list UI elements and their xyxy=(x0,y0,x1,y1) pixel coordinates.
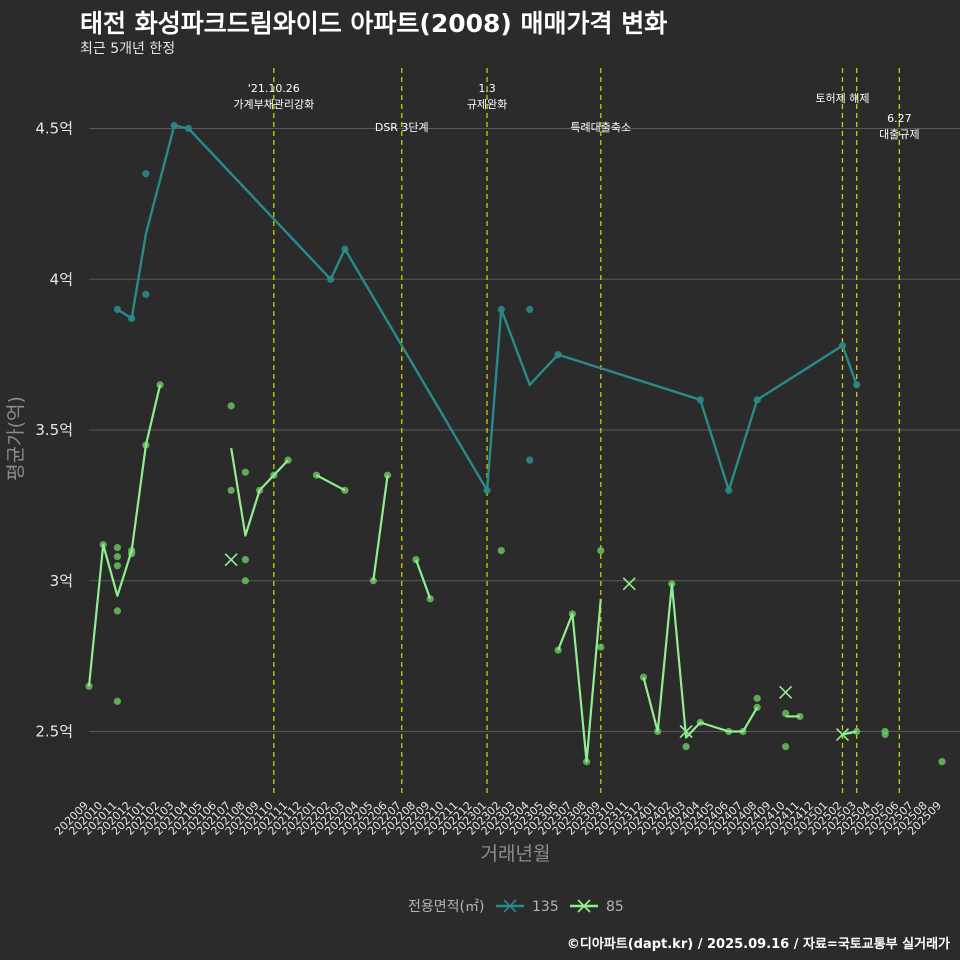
series-85-line xyxy=(315,474,346,492)
series-85-point xyxy=(227,402,235,410)
legend-key-135-x xyxy=(503,899,517,913)
policy-event-label: 특례대출축소 xyxy=(570,121,631,134)
series-85-line xyxy=(557,598,602,763)
series-85-point xyxy=(113,553,122,561)
series-85-x-mark xyxy=(779,685,793,699)
series-85-point xyxy=(113,562,122,570)
series-85-x-mark xyxy=(835,727,850,742)
series-135-point xyxy=(142,170,150,178)
series-85-point xyxy=(113,543,122,552)
policy-event-label: 토허제 해제 xyxy=(815,91,869,105)
policy-event-label: 대출규제 xyxy=(879,128,919,141)
series-85-line xyxy=(372,475,389,581)
series-85-point xyxy=(597,547,605,555)
series-135-line xyxy=(116,124,858,492)
series-85-point xyxy=(853,727,861,736)
legend-title: 전용면적(㎡) xyxy=(408,899,484,915)
series-85-point xyxy=(753,694,761,702)
policy-event-label: '21.10.26 xyxy=(248,82,300,95)
legend-label-85: 85 xyxy=(606,899,624,915)
series-85-point xyxy=(782,709,790,718)
series-85-point xyxy=(241,468,249,476)
series-85-point xyxy=(156,381,164,389)
series-85-line xyxy=(842,730,857,736)
series-85-line xyxy=(87,384,162,687)
series-85-point xyxy=(227,486,235,494)
series-85-point xyxy=(597,643,605,651)
series-85-x-mark xyxy=(622,577,636,591)
policy-event-label: 6.27 xyxy=(887,112,912,125)
series-85-point xyxy=(113,607,122,615)
policy-event-label: 가계부채관리강화 xyxy=(233,98,314,111)
series-85-line xyxy=(230,447,289,537)
x-axis-title: 거래년월 xyxy=(481,843,551,865)
series-85-x-mark xyxy=(679,724,693,739)
series-85-point xyxy=(782,742,790,751)
y-axis-title: 평균가(억) xyxy=(5,396,27,481)
series-85-line xyxy=(414,559,432,600)
legend-label-135: 135 xyxy=(532,899,559,915)
series-85-point xyxy=(241,556,249,564)
y-tick-label: 3억 xyxy=(50,572,73,590)
series-85-point xyxy=(682,742,690,751)
series-85-point xyxy=(796,712,804,721)
series-85-x-mark xyxy=(224,553,238,567)
series-85-point xyxy=(497,547,505,555)
y-tick-label: 2.5억 xyxy=(35,723,73,741)
series-85-line xyxy=(642,582,759,739)
chart-subtitle: 최근 5개년 한정 xyxy=(80,41,176,57)
series-85-point xyxy=(938,758,946,766)
chart-title: 태전 화성파크드림와이드 아파트(2008) 매매가격 변화 xyxy=(80,9,668,38)
legend-key-85-x xyxy=(577,899,591,913)
series-135-point xyxy=(526,456,534,464)
series-135-point xyxy=(526,305,534,313)
series-85-point xyxy=(113,697,122,705)
policy-event-label: 규제완화 xyxy=(467,98,507,111)
y-tick-label: 4억 xyxy=(50,270,73,288)
policy-event-label: 1.3 xyxy=(478,82,496,95)
y-tick-label: 3.5억 xyxy=(35,421,73,439)
series-135-point xyxy=(142,290,150,298)
y-tick-label: 4.5억 xyxy=(35,120,73,138)
policy-event-label: DSR 3단계 xyxy=(375,121,429,134)
source-caption: ©디아파트(dapt.kr) / 2025.09.16 / 자료=국토교통부 실… xyxy=(566,937,950,952)
series-85-point xyxy=(881,730,889,739)
series-85-point xyxy=(241,577,249,585)
